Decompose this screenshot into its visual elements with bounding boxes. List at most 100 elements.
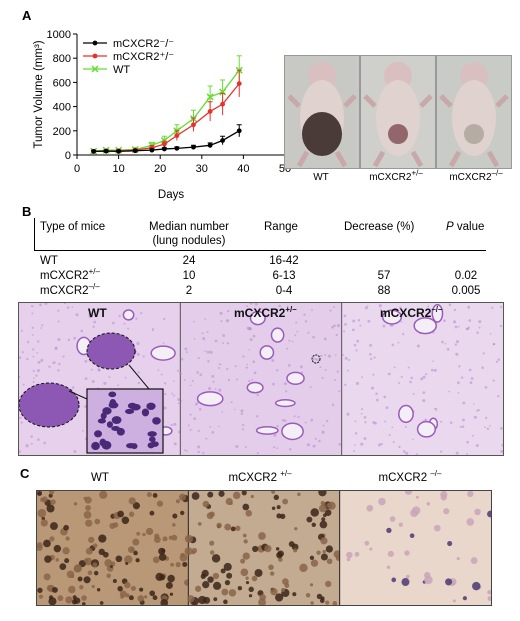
tissue-speck bbox=[335, 333, 338, 337]
data-point bbox=[206, 93, 214, 101]
stained-cell bbox=[149, 510, 155, 516]
stained-cell bbox=[401, 578, 410, 587]
stained-cell bbox=[93, 570, 99, 576]
tissue-speck bbox=[348, 358, 351, 362]
tissue-speck bbox=[329, 309, 332, 312]
stained-cell bbox=[88, 536, 95, 544]
tissue-speck bbox=[218, 388, 222, 392]
tissue-speck bbox=[307, 331, 310, 334]
tissue-speck bbox=[214, 339, 218, 343]
y-tick-label: 600 bbox=[53, 77, 71, 89]
stained-cell bbox=[325, 545, 333, 553]
stained-cell bbox=[387, 550, 395, 558]
stained-cell bbox=[51, 586, 58, 593]
stained-cell bbox=[346, 557, 351, 562]
tissue-speck bbox=[123, 322, 126, 325]
stained-cell bbox=[152, 556, 160, 564]
tissue-speck bbox=[433, 407, 436, 410]
stained-cell bbox=[310, 508, 319, 517]
stained-cell bbox=[288, 541, 295, 548]
tissue-speck bbox=[212, 380, 215, 383]
data-point bbox=[191, 122, 196, 128]
tissue-speck bbox=[32, 348, 35, 351]
histo-label-wt: WT bbox=[88, 306, 107, 320]
tissue-speck bbox=[177, 402, 180, 405]
tissue-speck bbox=[385, 406, 389, 410]
tissue-speck bbox=[454, 343, 458, 346]
tissue-speck bbox=[31, 334, 34, 336]
inset-nucleus bbox=[106, 421, 113, 428]
tissue-speck bbox=[407, 313, 411, 317]
inset-nucleus bbox=[147, 442, 155, 449]
tissue-speck bbox=[19, 356, 22, 359]
tissue-speck bbox=[206, 330, 209, 333]
table-cell-range: 0-4 bbox=[275, 285, 293, 297]
stained-cell bbox=[202, 500, 210, 508]
stained-cell bbox=[37, 587, 43, 593]
tissue-speck bbox=[240, 412, 244, 416]
table-cell-decrease: 88 bbox=[377, 285, 391, 297]
header-pvalue: P value bbox=[446, 221, 485, 233]
tissue-speck bbox=[410, 376, 414, 380]
stained-cell bbox=[273, 494, 279, 500]
stained-cell bbox=[225, 497, 233, 506]
stained-cell bbox=[212, 581, 222, 590]
stained-cell bbox=[158, 547, 166, 555]
stained-cell bbox=[209, 550, 215, 555]
stained-cell bbox=[142, 532, 146, 537]
tissue-speck bbox=[124, 376, 127, 379]
tissue-speck bbox=[226, 342, 230, 345]
stained-cell bbox=[292, 592, 297, 597]
tissue-speck bbox=[405, 451, 409, 455]
tissue-speck bbox=[486, 427, 490, 431]
stained-cell bbox=[159, 574, 166, 581]
mouse-label-ko: mCXCR2–/– bbox=[449, 168, 503, 183]
table-cell-pvalue: 0.005 bbox=[451, 285, 481, 297]
tissue-speck bbox=[443, 319, 446, 323]
tissue-speck bbox=[441, 340, 444, 344]
tissue-speck bbox=[160, 373, 163, 376]
data-point bbox=[220, 138, 226, 143]
tissue-speck bbox=[227, 309, 230, 313]
stained-cell bbox=[228, 589, 237, 597]
stained-cell bbox=[306, 516, 313, 523]
tissue-speck bbox=[304, 320, 308, 323]
stained-cell bbox=[175, 562, 181, 568]
y-tick-label: 200 bbox=[53, 126, 71, 138]
stained-cell bbox=[184, 534, 193, 543]
tissue-speck bbox=[470, 377, 474, 380]
stained-cell bbox=[271, 506, 276, 510]
tissue-speck bbox=[324, 369, 327, 372]
tissue-speck bbox=[31, 326, 34, 329]
stained-cell bbox=[242, 533, 247, 538]
tissue-speck bbox=[84, 377, 88, 381]
stained-cell bbox=[320, 553, 328, 561]
tissue-speck bbox=[253, 371, 257, 375]
mouse-tumor bbox=[302, 112, 342, 156]
tissue-speck bbox=[157, 369, 160, 371]
tissue-speck bbox=[492, 379, 495, 382]
stained-cell bbox=[112, 579, 117, 583]
mouse-limb bbox=[486, 150, 500, 168]
stained-cell bbox=[62, 547, 70, 555]
tissue-speck bbox=[415, 453, 418, 455]
tissue-speck bbox=[388, 433, 391, 437]
tissue-speck bbox=[332, 306, 335, 309]
stained-cell bbox=[412, 506, 421, 515]
tissue-speck bbox=[281, 418, 285, 422]
stained-cell bbox=[275, 547, 280, 551]
tissue-speck bbox=[342, 354, 345, 357]
tissue-speck bbox=[249, 303, 253, 305]
tissue-speck bbox=[477, 408, 480, 412]
stained-cell bbox=[179, 553, 188, 562]
legend-marker bbox=[91, 65, 99, 73]
tissue-speck bbox=[245, 366, 248, 369]
inset-nucleus bbox=[111, 416, 122, 424]
inset-nucleus bbox=[101, 440, 112, 450]
stained-cell bbox=[251, 575, 258, 582]
tissue-speck bbox=[57, 337, 61, 342]
stained-cell bbox=[316, 593, 323, 600]
tissue-speck bbox=[191, 379, 194, 382]
tissue-speck bbox=[380, 442, 383, 446]
stained-cell bbox=[117, 510, 125, 518]
